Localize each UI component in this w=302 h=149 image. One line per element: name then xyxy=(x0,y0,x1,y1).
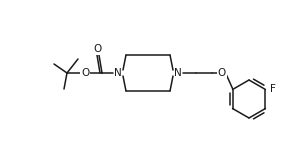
Text: O: O xyxy=(94,44,102,54)
Text: O: O xyxy=(218,68,226,78)
Text: N: N xyxy=(174,68,182,78)
Text: N: N xyxy=(114,68,122,78)
Text: F: F xyxy=(269,83,275,94)
Text: O: O xyxy=(81,68,89,78)
